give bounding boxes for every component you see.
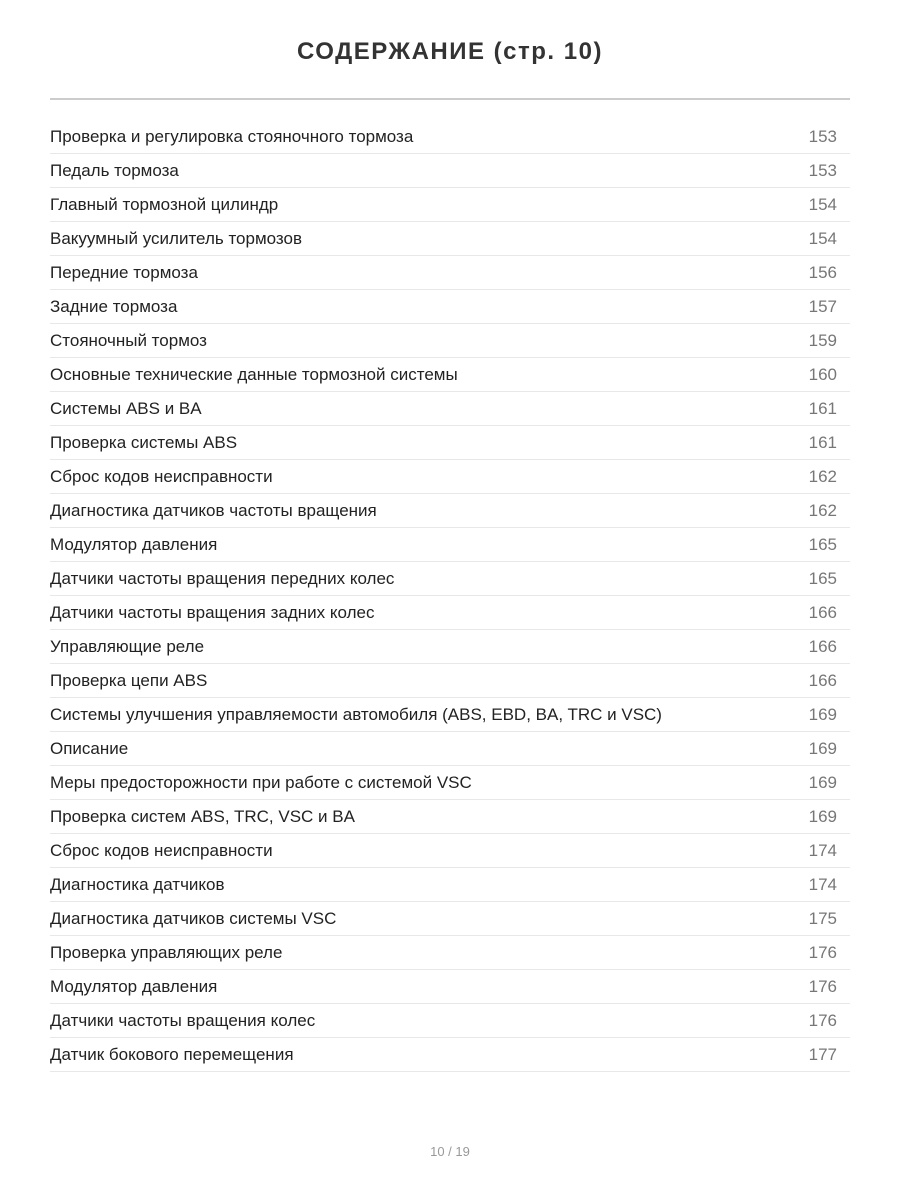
toc-entry[interactable]: Описание 169 — [50, 732, 850, 766]
toc-entry-page-number: 159 — [808, 330, 837, 350]
toc-entry-page-number: 162 — [808, 500, 837, 520]
page-title: СОДЕРЖАНИЕ (стр. 10) — [297, 38, 603, 65]
toc-entry[interactable]: Системы улучшения управляемости автомоби… — [50, 698, 850, 732]
toc-entry[interactable]: Датчики частоты вращения задних колес 166 — [50, 596, 850, 630]
toc-entry-page-number: 169 — [808, 806, 837, 826]
toc-entry-page-number: 153 — [808, 160, 837, 180]
toc-entry[interactable]: Диагностика датчиков частоты вращения 162 — [50, 494, 850, 528]
toc-entry-page-number: 165 — [808, 534, 837, 554]
toc-entry-title: Датчики частоты вращения колес — [50, 1010, 316, 1030]
toc-entry[interactable]: Модулятор давления 165 — [50, 528, 850, 562]
toc-list: Проверка и регулировка стояночного тормо… — [50, 120, 850, 1072]
toc-entry[interactable]: Стояночный тормоз 159 — [50, 324, 850, 358]
toc-entry[interactable]: Главный тормозной цилиндр 154 — [50, 188, 850, 222]
toc-entry[interactable]: Проверка и регулировка стояночного тормо… — [50, 120, 850, 154]
toc-entry[interactable]: Модулятор давления 176 — [50, 970, 850, 1004]
toc-entry-title: Основные технические данные тормозной си… — [50, 364, 458, 384]
toc-entry[interactable]: Задние тормоза 157 — [50, 290, 850, 324]
page-indicator: 10 / 19 — [430, 1144, 470, 1159]
toc-entry[interactable]: Диагностика датчиков 174 — [50, 868, 850, 902]
toc-entry-title: Сброс кодов неисправности — [50, 840, 273, 860]
toc-entry-title: Модулятор давления — [50, 976, 218, 996]
toc-entry[interactable]: Датчики частоты вращения колес 176 — [50, 1004, 850, 1038]
toc-entry-page-number: 176 — [808, 1010, 837, 1030]
toc-entry-page-number: 162 — [808, 466, 837, 486]
toc-entry-title: Диагностика датчиков частоты вращения — [50, 500, 377, 520]
toc-entry-page-number: 160 — [808, 364, 837, 384]
toc-entry-page-number: 166 — [808, 670, 837, 690]
toc-entry-title: Датчики частоты вращения передних колес — [50, 568, 395, 588]
toc-entry-page-number: 169 — [808, 738, 837, 758]
toc-entry[interactable]: Управляющие реле 166 — [50, 630, 850, 664]
toc-entry-page-number: 174 — [808, 874, 837, 894]
toc-entry-title: Главный тормозной цилиндр — [50, 194, 279, 214]
toc-entry[interactable]: Вакуумный усилитель тормозов 154 — [50, 222, 850, 256]
toc-entry-title: Меры предосторожности при работе с систе… — [50, 772, 472, 792]
toc-entry-page-number: 176 — [808, 942, 837, 962]
toc-entry-page-number: 169 — [808, 772, 837, 792]
toc-entry[interactable]: Педаль тормоза 153 — [50, 154, 850, 188]
toc-entry[interactable]: Основные технические данные тормозной си… — [50, 358, 850, 392]
toc-entry-page-number: 161 — [808, 432, 837, 452]
toc-entry-page-number: 169 — [808, 704, 837, 724]
toc-entry-page-number: 174 — [808, 840, 837, 860]
toc-entry-page-number: 166 — [808, 602, 837, 622]
toc-entry-page-number: 176 — [808, 976, 837, 996]
toc-entry-title: Диагностика датчиков системы VSC — [50, 908, 337, 928]
toc-entry-title: Системы улучшения управляемости автомоби… — [50, 704, 662, 724]
toc-entry-title: Сброс кодов неисправности — [50, 466, 273, 486]
toc-entry-page-number: 154 — [808, 194, 837, 214]
toc-entry-page-number: 175 — [808, 908, 837, 928]
toc-entry-title: Стояночный тормоз — [50, 330, 207, 350]
toc-entry-title: Управляющие реле — [50, 636, 205, 656]
toc-entry-page-number: 153 — [808, 126, 837, 146]
toc-entry[interactable]: Сброс кодов неисправности 162 — [50, 460, 850, 494]
toc-entry[interactable]: Проверка цепи ABS 166 — [50, 664, 850, 698]
toc-entry-page-number: 166 — [808, 636, 837, 656]
toc-entry[interactable]: Датчик бокового перемещения 177 — [50, 1038, 850, 1072]
toc-entry-title: Проверка цепи ABS — [50, 670, 208, 690]
toc-entry-title: Датчики частоты вращения задних колес — [50, 602, 375, 622]
toc-entry-page-number: 161 — [808, 398, 837, 418]
toc-entry[interactable]: Проверка управляющих реле 176 — [50, 936, 850, 970]
toc-entry-page-number: 154 — [808, 228, 837, 248]
toc-entry[interactable]: Сброс кодов неисправности 174 — [50, 834, 850, 868]
toc-entry[interactable]: Датчики частоты вращения передних колес 1… — [50, 562, 850, 596]
toc-entry-title: Диагностика датчиков — [50, 874, 225, 894]
toc-entry-title: Датчик бокового перемещения — [50, 1044, 294, 1064]
toc-entry-page-number: 165 — [808, 568, 837, 588]
toc-entry-page-number: 156 — [808, 262, 837, 282]
toc-entry-title: Описание — [50, 738, 129, 758]
toc-entry-title: Передние тормоза — [50, 262, 198, 282]
toc-entry-title: Проверка управляющих реле — [50, 942, 283, 962]
toc-entry[interactable]: Меры предосторожности при работе с систе… — [50, 766, 850, 800]
toc-entry[interactable]: Проверка системы ABS 161 — [50, 426, 850, 460]
title-divider — [50, 98, 850, 100]
toc-entry[interactable]: Системы ABS и BA 161 — [50, 392, 850, 426]
toc-entry[interactable]: Проверка систем ABS, TRC, VSC и BA 169 — [50, 800, 850, 834]
toc-entry-title: Вакуумный усилитель тормозов — [50, 228, 302, 248]
toc-entry[interactable]: Передние тормоза 156 — [50, 256, 850, 290]
toc-entry-page-number: 157 — [808, 296, 837, 316]
toc-entry-title: Модулятор давления — [50, 534, 218, 554]
toc-entry-title: Системы ABS и BA — [50, 398, 202, 418]
toc-entry-title: Проверка систем ABS, TRC, VSC и BA — [50, 806, 355, 826]
toc-entry-page-number: 177 — [808, 1044, 837, 1064]
toc-entry-title: Проверка системы ABS — [50, 432, 238, 452]
toc-entry[interactable]: Диагностика датчиков системы VSC 175 — [50, 902, 850, 936]
toc-entry-title: Задние тормоза — [50, 296, 178, 316]
toc-entry-title: Проверка и регулировка стояночного тормо… — [50, 126, 414, 146]
toc-entry-title: Педаль тормоза — [50, 160, 179, 180]
